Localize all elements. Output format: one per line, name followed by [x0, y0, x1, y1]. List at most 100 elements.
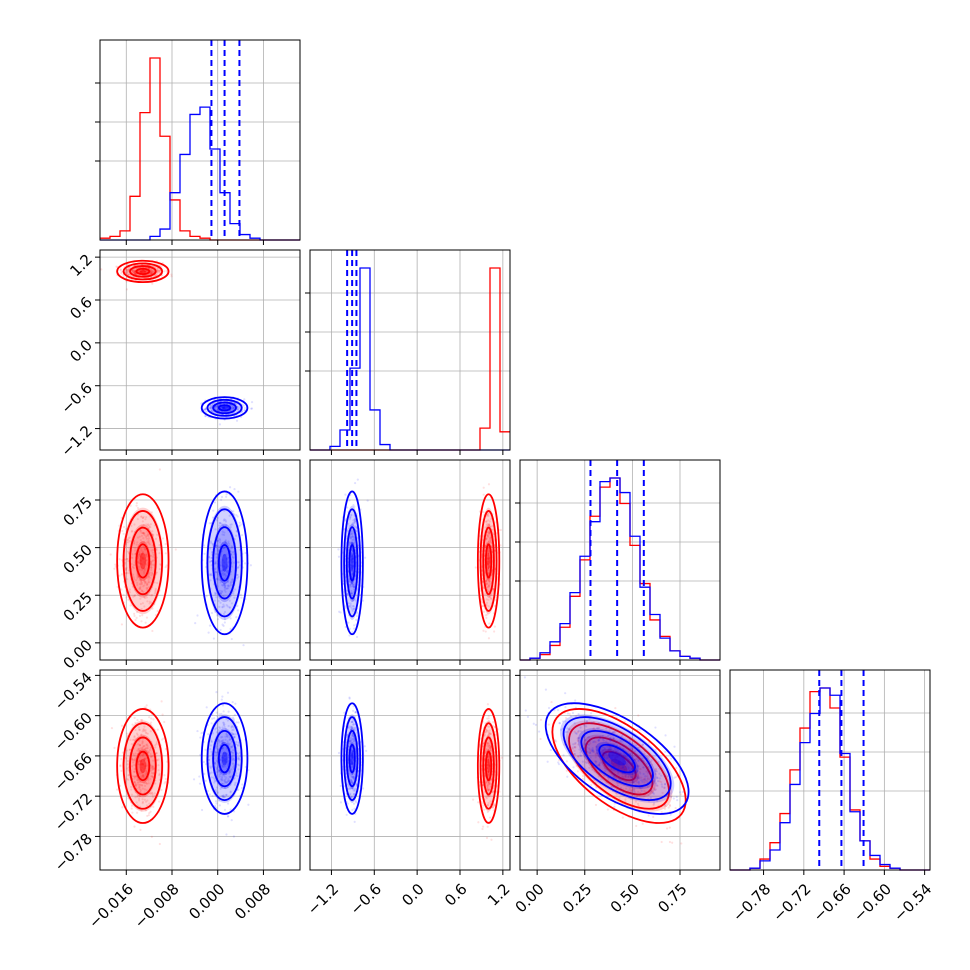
y-tick-label: 1.2	[66, 250, 96, 280]
histogram-series-0	[100, 57, 300, 241]
panel-2-0: 0.00 0.25 0.50 0.75	[60, 459, 301, 672]
density-fill	[221, 406, 228, 410]
contour-line	[562, 716, 672, 802]
histogram-series-1	[310, 267, 510, 451]
density-fill	[217, 741, 232, 776]
density-fill	[206, 505, 243, 620]
density-fill	[221, 553, 228, 572]
contour-line	[343, 716, 362, 802]
panel-frame	[519, 459, 721, 661]
contour-line	[116, 708, 170, 824]
density-fill	[346, 523, 359, 603]
x-tick-label: −1.2	[304, 880, 342, 918]
contour-line	[206, 398, 243, 417]
panel-1-0: −1.2 −0.6 0.0 0.6 1.2	[58, 249, 301, 460]
contour-line	[116, 493, 170, 629]
contour-line	[212, 401, 237, 415]
panel-frame	[99, 459, 301, 661]
y-tick-label: 0.25	[60, 589, 96, 625]
contour-line	[479, 722, 498, 810]
y-tick-label: −0.72	[51, 789, 96, 834]
x-tick-label: 0.50	[607, 880, 643, 916]
panel-3-0: −0.016−0.008 0.000 0.008−0.78−0.72−0.66−0.…	[51, 669, 301, 932]
density-fill	[350, 751, 354, 766]
x-tick-label: 0.25	[559, 880, 595, 916]
density-fill	[350, 553, 354, 572]
density-fill	[577, 728, 657, 790]
density-fill	[482, 734, 495, 798]
x-tick-label: −0.72	[769, 880, 814, 925]
contour-line	[345, 526, 359, 600]
density-fill	[135, 748, 151, 784]
panel-3-2: 0.00 0.25 0.50 0.75	[512, 669, 721, 916]
x-tick-label: 1.2	[484, 880, 514, 910]
density-fill	[480, 507, 498, 615]
x-tick-label: −0.66	[810, 880, 855, 925]
density-fill	[212, 728, 238, 790]
histogram-series-1	[730, 687, 930, 871]
contour-line	[129, 265, 157, 278]
density-fill	[122, 507, 164, 615]
y-tick-label: 0.75	[60, 493, 96, 529]
density-fill	[346, 728, 359, 790]
y-tick-label: 0.50	[60, 541, 96, 577]
contour-line	[479, 510, 498, 612]
y-tick-label: 0.6	[66, 293, 96, 323]
histogram-series-1	[100, 106, 300, 241]
panel-frame	[519, 669, 721, 871]
panel-3-1: −1.2 −0.6 0.0 0.6 1.2	[304, 669, 514, 919]
contour-line	[484, 750, 493, 782]
panel-frame	[99, 669, 301, 871]
histogram-series-0	[310, 267, 510, 451]
density-fill	[582, 734, 656, 798]
panel-2-2	[515, 459, 721, 665]
density-fill	[128, 524, 157, 598]
density-fill	[135, 540, 151, 581]
contour-line	[200, 396, 249, 420]
contour-line	[584, 736, 654, 796]
y-tick-label: −0.54	[51, 669, 96, 714]
contour-line	[212, 526, 237, 600]
x-tick-label: 0.008	[231, 880, 274, 923]
contour-line	[217, 743, 232, 774]
density-fill	[608, 751, 627, 766]
density-fill	[122, 720, 164, 812]
density-fill	[560, 714, 675, 803]
density-fill	[595, 741, 639, 776]
contour-line	[476, 708, 501, 824]
density-fill	[212, 523, 238, 603]
density-fill	[139, 758, 147, 774]
density-fill	[128, 734, 157, 798]
density-fill	[482, 524, 495, 598]
density-fill	[480, 720, 498, 812]
panel-frame	[99, 39, 301, 241]
contour-line	[217, 404, 232, 412]
x-tick-label: −0.54	[890, 880, 935, 925]
contour-line	[551, 708, 687, 824]
contour-line	[200, 702, 249, 815]
contour-line	[580, 730, 654, 788]
density-fill	[599, 748, 640, 784]
density-fill	[221, 751, 228, 766]
panel-frame	[729, 669, 931, 871]
density-fill	[128, 265, 158, 278]
contour-line	[200, 490, 249, 636]
contour-line	[206, 508, 243, 618]
x-tick-label: −0.78	[729, 880, 774, 925]
density-fill	[206, 399, 243, 417]
histogram-series-1	[520, 477, 720, 661]
x-tick-label: 0.0	[398, 880, 428, 910]
density-fill	[206, 714, 243, 803]
contour-line	[343, 508, 362, 618]
contour-line	[122, 510, 164, 612]
contour-line	[568, 722, 670, 810]
contour-line	[340, 702, 364, 815]
contour-line	[122, 722, 164, 810]
contour-line	[348, 544, 356, 582]
histogram-series-0	[730, 687, 930, 871]
x-tick-label: −0.60	[850, 880, 895, 925]
contour-line	[116, 259, 170, 284]
x-tick-label: 0.75	[654, 880, 690, 916]
x-tick-label: −0.016	[85, 880, 137, 932]
